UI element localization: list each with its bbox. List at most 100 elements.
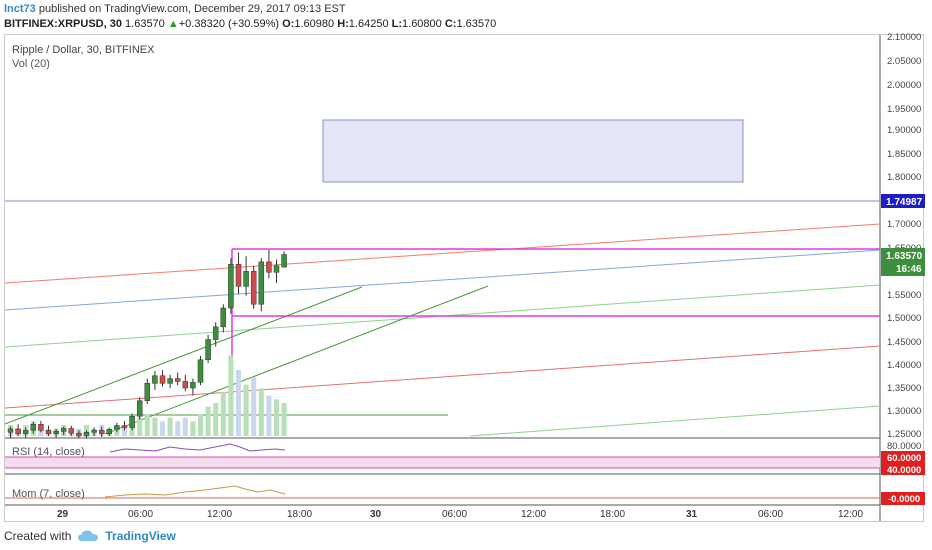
volume-bar (167, 417, 173, 436)
symbol-info: BITFINEX:XRPUSD, 30 (4, 18, 122, 30)
candle-up[interactable] (258, 261, 265, 305)
volume-bar (220, 392, 226, 436)
price-tick: 1.55000 (887, 290, 921, 301)
volume-bar (160, 421, 165, 436)
footer-prefix: Created with (4, 529, 72, 543)
candle-down[interactable] (38, 423, 44, 431)
price-tick: 1.90000 (887, 125, 921, 136)
time-tick: 06:00 (758, 509, 783, 520)
candle-up[interactable] (243, 271, 249, 287)
candle-up[interactable] (190, 382, 196, 389)
tradingview-brand-link[interactable]: TradingView (105, 529, 176, 543)
volume-bar (281, 403, 287, 436)
time-axis: 29 06:00 12:00 18:00 30 06:00 12:00 18:0… (57, 509, 863, 520)
candle-down[interactable] (159, 375, 166, 384)
price-axis: 2.10000 2.05000 2.00000 1.95000 1.90000 … (881, 32, 925, 440)
volume-bar (228, 355, 234, 436)
candle-up[interactable] (228, 263, 234, 309)
candle-up[interactable] (220, 307, 227, 328)
candle-up[interactable] (60, 428, 67, 432)
candle-up[interactable] (212, 326, 219, 340)
volume-bar (175, 421, 181, 436)
upper-channel-line (4, 223, 881, 284)
close-value: 1.63570 (456, 18, 497, 30)
candle-down[interactable] (68, 428, 75, 434)
time-tick: 06:00 (442, 509, 467, 520)
mom-line (104, 485, 286, 498)
candle-up[interactable] (53, 431, 59, 434)
trendline-1 (4, 286, 363, 425)
candle-down[interactable] (121, 425, 128, 428)
candle-up[interactable] (106, 429, 113, 434)
candle-up[interactable] (205, 339, 211, 361)
open-value: 1.60980 (294, 18, 335, 30)
outer-channel-line (469, 405, 881, 437)
target-zone[interactable] (322, 119, 744, 183)
low-value: 1.60800 (402, 18, 442, 30)
candle-down[interactable] (76, 432, 82, 437)
candle-down[interactable] (235, 263, 242, 287)
author-link[interactable]: lnct73 (4, 3, 36, 15)
candle-down[interactable] (98, 430, 105, 434)
volume-bar (190, 421, 196, 436)
candles (7, 250, 287, 439)
candle-down[interactable] (45, 430, 52, 434)
footer: Created with TradingView (4, 526, 176, 546)
time-tick: 31 (686, 509, 698, 520)
candle-up[interactable] (197, 359, 204, 383)
candle-up[interactable] (152, 375, 158, 384)
chart-title: Ripple / Dollar, 30, BITFINEX (12, 44, 155, 56)
candle-down[interactable] (250, 271, 257, 305)
bottom-channel-line (4, 345, 881, 409)
rsi-tick: 60.0000 (887, 453, 921, 464)
candle-up[interactable] (22, 430, 29, 434)
price-tick: 2.05000 (887, 56, 921, 67)
mid-channel-line (4, 249, 881, 311)
last-price-badge (881, 248, 925, 276)
candle-up[interactable] (114, 425, 120, 430)
candle-down[interactable] (174, 378, 181, 382)
price-change: +0.38320 (+30.59%) (178, 18, 280, 30)
close-label: C: (444, 18, 457, 30)
candle-down[interactable] (15, 428, 21, 434)
price-tick: 1.50000 (887, 313, 921, 324)
time-tick: 29 (57, 509, 69, 520)
rsi-line (109, 443, 286, 453)
candle-up[interactable] (129, 415, 135, 428)
volume-bar (213, 403, 219, 436)
price-tick: 1.35000 (887, 383, 921, 394)
candle-up[interactable] (83, 431, 90, 437)
mom-badge (881, 492, 925, 505)
mom-value-label: -0.0000 (888, 494, 920, 505)
candle-down[interactable] (182, 381, 189, 389)
time-tick: 12:00 (838, 509, 863, 520)
volume-bar (236, 370, 241, 436)
rsi-40-badge (881, 463, 925, 475)
candle-up[interactable] (7, 428, 14, 433)
candle-up[interactable] (273, 265, 280, 273)
chart-frame[interactable] (4, 34, 924, 522)
volume-bar (182, 417, 188, 436)
candle-up[interactable] (167, 378, 173, 384)
high-label: H: (337, 18, 349, 30)
candle-up[interactable] (144, 383, 151, 401)
tradingview-cloud-icon (78, 530, 99, 541)
volume-bar (266, 395, 272, 436)
volume-bar (258, 388, 264, 436)
candle-up[interactable] (136, 400, 143, 417)
candle-up[interactable] (91, 430, 97, 433)
last-price: 1.63570 (125, 18, 165, 30)
candle-down[interactable] (266, 261, 272, 273)
candle-up[interactable] (30, 423, 37, 431)
volume-bar (243, 384, 249, 436)
volume-bar (198, 414, 203, 436)
trendline-2 (104, 285, 489, 435)
volume-bar (205, 406, 211, 436)
time-tick: 30 (370, 509, 382, 520)
rsi-60-badge (881, 451, 925, 463)
candle-up[interactable] (281, 254, 287, 268)
time-tick: 06:00 (128, 509, 153, 520)
rsi-tick: 80.0000 (887, 441, 921, 452)
rsi-band (5, 457, 880, 468)
